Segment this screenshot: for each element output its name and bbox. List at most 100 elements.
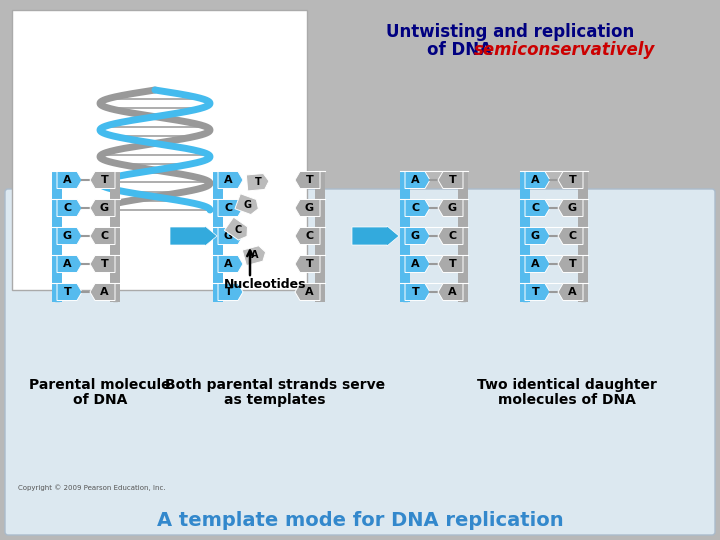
Text: A: A <box>411 259 420 269</box>
Polygon shape <box>218 255 243 273</box>
Polygon shape <box>438 227 463 245</box>
Text: Nucleotides: Nucleotides <box>224 279 306 292</box>
Text: A: A <box>63 259 72 269</box>
Text: T: T <box>101 175 109 185</box>
Polygon shape <box>57 255 82 273</box>
Polygon shape <box>90 284 115 300</box>
Text: G: G <box>568 203 577 213</box>
Text: G: G <box>244 200 252 210</box>
Polygon shape <box>57 284 82 300</box>
FancyBboxPatch shape <box>5 189 715 535</box>
Text: C: C <box>235 225 242 235</box>
Text: A: A <box>448 287 456 297</box>
Bar <box>110 171 120 301</box>
Text: Parental molecule: Parental molecule <box>30 378 171 392</box>
Text: T: T <box>225 287 233 297</box>
Text: T: T <box>101 259 109 269</box>
Polygon shape <box>295 199 320 217</box>
Text: C: C <box>63 203 71 213</box>
Bar <box>578 171 588 301</box>
Text: A: A <box>568 287 577 297</box>
Polygon shape <box>438 199 463 217</box>
Bar <box>213 171 223 301</box>
Polygon shape <box>525 255 550 273</box>
Polygon shape <box>438 284 463 300</box>
Text: C: C <box>411 203 420 213</box>
Text: A template mode for DNA replication: A template mode for DNA replication <box>157 510 563 530</box>
Bar <box>520 171 530 301</box>
Text: Copyright © 2009 Pearson Education, Inc.: Copyright © 2009 Pearson Education, Inc. <box>18 485 166 491</box>
Text: C: C <box>531 203 539 213</box>
Text: T: T <box>412 287 419 297</box>
Polygon shape <box>295 227 320 245</box>
Bar <box>52 171 62 301</box>
Bar <box>400 171 410 301</box>
Text: A: A <box>251 250 258 260</box>
Polygon shape <box>57 199 82 217</box>
Polygon shape <box>558 172 583 188</box>
Polygon shape <box>57 227 82 245</box>
Polygon shape <box>295 284 320 300</box>
Text: T: T <box>569 175 577 185</box>
Polygon shape <box>525 172 550 188</box>
Text: A: A <box>411 175 420 185</box>
Polygon shape <box>90 255 115 273</box>
Text: G: G <box>100 203 109 213</box>
Text: semiconservatively: semiconservatively <box>474 41 656 59</box>
Text: C: C <box>305 231 314 241</box>
Text: A: A <box>224 259 233 269</box>
Text: of DNA: of DNA <box>427 41 498 59</box>
Polygon shape <box>295 255 320 273</box>
Polygon shape <box>295 172 320 188</box>
Text: A: A <box>305 287 314 297</box>
Polygon shape <box>218 284 243 300</box>
Text: Two identical daughter: Two identical daughter <box>477 378 657 392</box>
Text: C: C <box>449 231 456 241</box>
Polygon shape <box>225 217 248 240</box>
Text: T: T <box>449 175 456 185</box>
Text: A: A <box>63 175 72 185</box>
Polygon shape <box>405 199 430 217</box>
Polygon shape <box>525 199 550 217</box>
FancyArrow shape <box>352 226 399 246</box>
Bar <box>315 171 325 301</box>
Text: molecules of DNA: molecules of DNA <box>498 393 636 407</box>
Text: of DNA: of DNA <box>73 393 127 407</box>
Text: T: T <box>255 177 261 187</box>
Polygon shape <box>558 199 583 217</box>
Polygon shape <box>558 284 583 300</box>
Text: Untwisting and replication: Untwisting and replication <box>386 23 634 41</box>
Text: T: T <box>63 287 71 297</box>
Text: C: C <box>568 231 577 241</box>
Polygon shape <box>218 199 243 217</box>
Polygon shape <box>405 172 430 188</box>
Polygon shape <box>525 227 550 245</box>
Text: A: A <box>224 175 233 185</box>
Polygon shape <box>235 194 258 214</box>
Polygon shape <box>438 172 463 188</box>
Polygon shape <box>438 255 463 273</box>
Text: G: G <box>305 203 314 213</box>
Polygon shape <box>246 173 269 191</box>
Text: T: T <box>305 175 313 185</box>
Polygon shape <box>558 255 583 273</box>
Polygon shape <box>218 172 243 188</box>
Polygon shape <box>405 255 430 273</box>
Text: T: T <box>531 287 539 297</box>
Text: G: G <box>411 231 420 241</box>
Polygon shape <box>405 284 430 300</box>
Text: T: T <box>569 259 577 269</box>
Polygon shape <box>90 172 115 188</box>
FancyArrow shape <box>170 226 217 246</box>
Text: G: G <box>63 231 72 241</box>
Polygon shape <box>90 227 115 245</box>
Polygon shape <box>405 227 430 245</box>
Polygon shape <box>243 246 266 266</box>
Text: T: T <box>305 259 313 269</box>
Polygon shape <box>218 227 243 245</box>
Polygon shape <box>558 227 583 245</box>
Polygon shape <box>57 172 82 188</box>
Text: G: G <box>531 231 540 241</box>
Text: A: A <box>531 175 540 185</box>
Polygon shape <box>90 199 115 217</box>
